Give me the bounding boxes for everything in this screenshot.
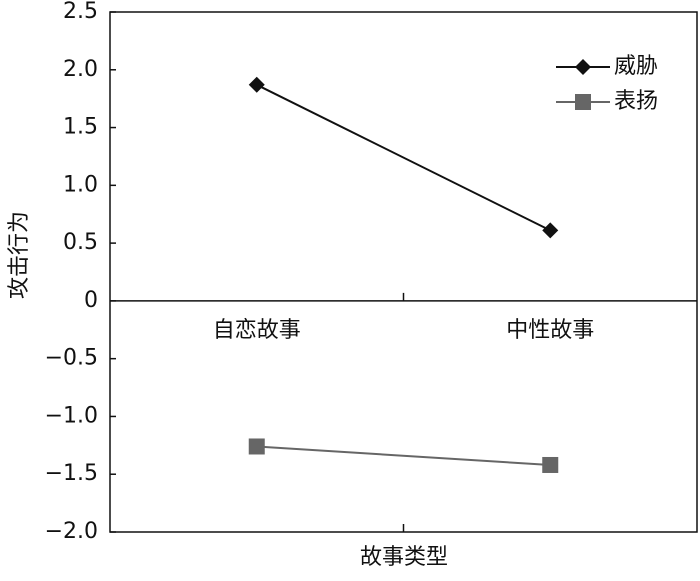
legend-marker — [575, 59, 591, 75]
legend-marker — [575, 94, 591, 110]
y-tick-label: −0.5 — [45, 346, 98, 371]
legend-label: 威胁 — [614, 54, 658, 79]
point — [542, 456, 559, 473]
y-axis-label: 攻击行为 — [7, 211, 32, 299]
y-tick-label: −1.5 — [45, 461, 98, 486]
series-line — [256, 83, 551, 232]
point — [248, 76, 265, 93]
y-tick-label: −1.0 — [45, 403, 98, 428]
y-tick-label: 2.5 — [63, 0, 98, 24]
y-tick-label: 2.0 — [63, 57, 98, 82]
x-tick-label: 中性故事 — [506, 318, 594, 343]
y-tick-label: −2.0 — [45, 519, 98, 544]
point — [542, 222, 559, 239]
y-tick-label: 0.5 — [63, 230, 98, 255]
plot-frame — [109, 11, 698, 533]
y-tick-label: 1.5 — [63, 115, 98, 140]
y-tick-label: 1.0 — [63, 172, 98, 197]
point — [248, 438, 265, 455]
legend-label: 表扬 — [614, 89, 658, 114]
x-axis-label: 故事类型 — [360, 545, 448, 570]
series-line — [256, 445, 551, 466]
x-tick-label: 自恋故事 — [213, 318, 301, 343]
y-tick-label: 0 — [84, 288, 98, 313]
